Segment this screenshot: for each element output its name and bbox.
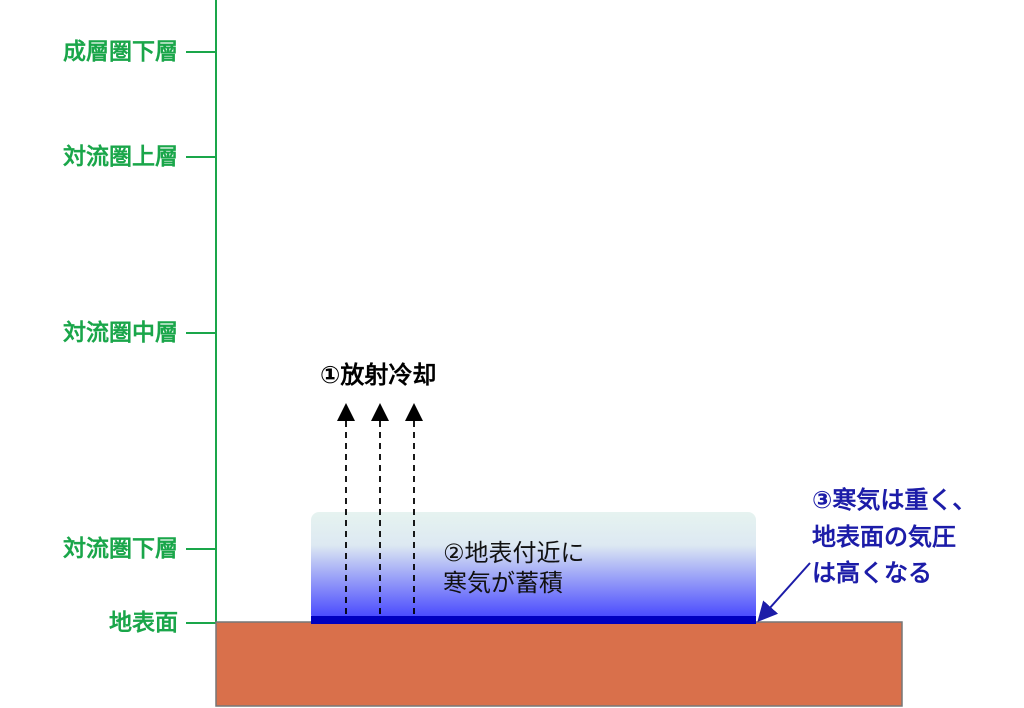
level-label-surface: 地表面 (109, 610, 178, 636)
level-label-lower-troposphere: 対流圏下層 (63, 536, 178, 562)
cold-air-mass (311, 512, 756, 622)
level-label-middle-troposphere: 対流圏中層 (63, 320, 178, 346)
step3-line2: 地表面の気圧 (812, 523, 956, 551)
cold-surface-layer (311, 616, 756, 624)
level-label-upper-troposphere: 対流圏上層 (63, 144, 178, 170)
level-label-lower-stratosphere: 成層圏下層 (63, 39, 178, 65)
step2-line1: ②地表付近に (443, 539, 585, 567)
step3-line3: は高くなる (812, 559, 932, 587)
step1-label: ①放射冷却 (320, 361, 437, 389)
pressure-pointer-arrow (757, 562, 811, 622)
radiative-cooling-arrows (337, 403, 423, 614)
step2-line2: 寒気が蓄積 (443, 569, 563, 597)
ground (215, 621, 903, 707)
step3-line1: ③寒気は重く、 (812, 486, 977, 514)
axis-ticks (186, 51, 216, 624)
